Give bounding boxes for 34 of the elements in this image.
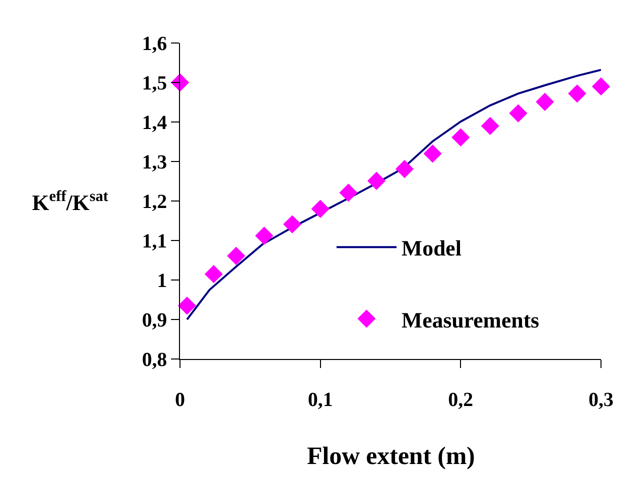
y-tick-label: 1,6 xyxy=(142,33,167,55)
x-tick-label: 0,3 xyxy=(588,389,614,411)
y-tick-label: 1,2 xyxy=(142,191,167,213)
y-axis-title: K$^{eff}$/K$^{sat}$ xyxy=(32,188,110,216)
y-tick-label: 0,8 xyxy=(142,349,167,371)
point xyxy=(424,144,442,163)
point xyxy=(178,296,196,315)
point xyxy=(536,92,554,111)
point xyxy=(255,226,274,245)
point xyxy=(568,84,586,103)
point xyxy=(367,172,386,190)
point xyxy=(339,184,358,202)
point xyxy=(283,215,302,234)
y-tick-label: 0,9 xyxy=(142,310,167,332)
point xyxy=(311,200,330,218)
point xyxy=(227,246,246,266)
point xyxy=(204,264,223,284)
y-tick-label: 1 xyxy=(157,270,167,292)
legend-label: Measurements xyxy=(402,307,540,332)
point xyxy=(509,104,528,122)
y-tick-label: 1,5 xyxy=(142,72,167,94)
point xyxy=(395,160,414,178)
x-tick-label: 0 xyxy=(175,389,185,411)
point xyxy=(170,73,190,92)
y-tick-label: 1,4 xyxy=(142,112,167,134)
y-tick-label: 1,3 xyxy=(142,152,167,174)
legend-label: Model xyxy=(402,236,462,261)
x-axis-title: Flow extent (m) xyxy=(307,443,475,470)
point xyxy=(592,77,610,96)
x-tick-label: 0,2 xyxy=(448,389,474,411)
y-tick-label: 1,1 xyxy=(142,230,167,252)
point xyxy=(452,128,470,146)
x-tick-label: 0,1 xyxy=(308,389,333,411)
point xyxy=(481,116,500,136)
